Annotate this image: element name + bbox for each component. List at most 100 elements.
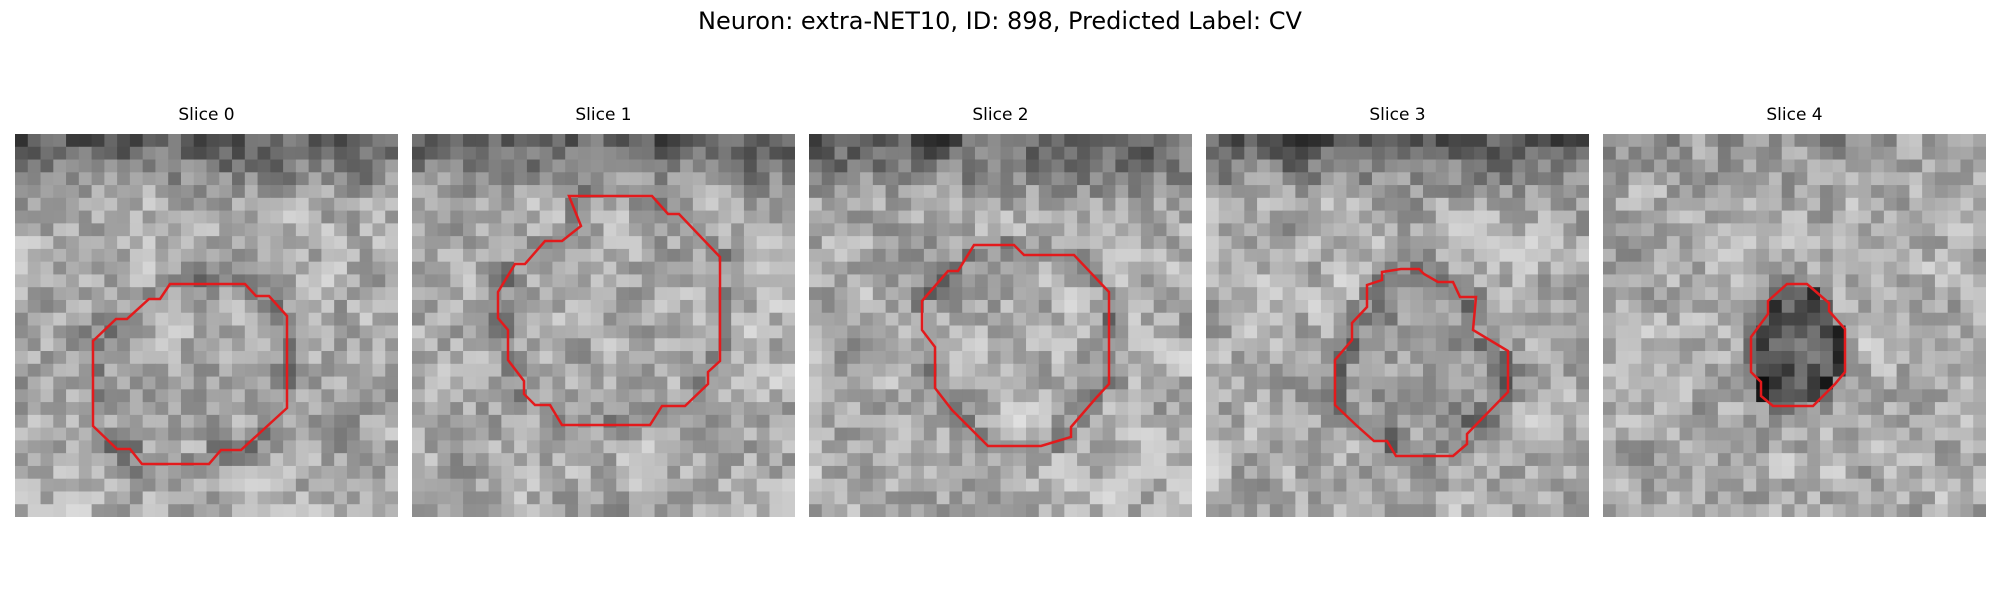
pixel: [1794, 248, 1808, 263]
pixel: [1883, 312, 1898, 327]
pixel: [155, 478, 169, 493]
pixel: [193, 338, 208, 352]
pixel: [1730, 478, 1745, 493]
pixel: [1743, 287, 1757, 301]
pixel: [359, 491, 374, 505]
pixel: [1512, 159, 1526, 173]
pixel: [1756, 414, 1770, 429]
pixel: [1333, 453, 1348, 467]
pixel: [53, 491, 67, 505]
pixel: [1013, 325, 1027, 339]
pixel: [1576, 172, 1589, 186]
pixel: [1397, 274, 1411, 288]
pixel: [1960, 465, 1974, 480]
pixel: [834, 210, 848, 224]
pixel: [27, 248, 42, 263]
pixel: [257, 478, 271, 493]
pixel: [1807, 172, 1821, 186]
pixel: [257, 287, 271, 301]
pixel: [1064, 312, 1078, 327]
pixel: [667, 287, 681, 301]
pixel: [1461, 261, 1475, 276]
pixel: [629, 504, 643, 517]
pixel: [885, 261, 899, 276]
pixel: [616, 172, 630, 186]
pixel: [1563, 312, 1577, 327]
pixel: [117, 172, 131, 186]
pixel: [911, 453, 925, 467]
pixel: [1679, 363, 1693, 378]
pixel: [1512, 351, 1526, 365]
pixel: [1295, 274, 1309, 288]
pixel: [270, 504, 284, 517]
pixel: [821, 351, 836, 365]
pixel: [949, 491, 963, 505]
pixel: [692, 453, 707, 467]
pixel: [1615, 338, 1630, 352]
pixel: [1896, 172, 1910, 186]
pixel: [680, 197, 694, 212]
pixel: [1218, 338, 1233, 352]
pixel: [1448, 197, 1462, 212]
pixel: [1206, 172, 1220, 186]
pixel: [1743, 172, 1757, 186]
pixel: [1346, 287, 1360, 301]
pixel: [1013, 478, 1027, 493]
pixel: [385, 363, 398, 378]
pixel: [1384, 351, 1399, 365]
pixel: [860, 185, 874, 199]
pixel: [244, 351, 259, 365]
pixel: [283, 261, 297, 276]
pixel: [117, 363, 131, 378]
pixel: [1461, 465, 1475, 480]
contour-outline: [920, 243, 1111, 448]
pixel: [1525, 376, 1539, 390]
pixel: [1115, 299, 1129, 314]
pixel: [1832, 440, 1847, 454]
pixel: [654, 389, 668, 403]
pixel: [1333, 465, 1348, 480]
pixel: [1654, 146, 1668, 161]
pixel: [1038, 478, 1053, 493]
pixel: [1525, 185, 1539, 199]
pixel: [193, 185, 208, 199]
pixel: [1038, 312, 1053, 327]
pixel: [1026, 223, 1040, 237]
pixel: [1550, 261, 1565, 276]
pixel: [1947, 197, 1962, 212]
pixel: [1102, 261, 1116, 276]
pixel: [1550, 338, 1565, 352]
pixel: [1743, 465, 1757, 480]
pixel: [1333, 491, 1348, 505]
pixel: [1628, 389, 1642, 403]
pixel: [1295, 210, 1309, 224]
pixel: [463, 172, 477, 186]
pixel: [359, 504, 374, 517]
pixel: [1871, 312, 1885, 327]
pixel: [949, 504, 963, 517]
pixel: [654, 210, 668, 224]
pixel: [1807, 134, 1821, 148]
pixel: [412, 376, 426, 390]
pixel: [1333, 440, 1348, 454]
pixel: [782, 134, 795, 148]
pixel: [1206, 325, 1220, 339]
pixel: [898, 274, 912, 288]
pixel: [1140, 134, 1155, 148]
pixel: [1730, 453, 1745, 467]
pixel: [1308, 185, 1322, 199]
pixel: [385, 185, 398, 199]
pixel: [1089, 363, 1104, 378]
pixel: [450, 185, 464, 199]
pixel: [321, 210, 335, 224]
pixel: [1717, 172, 1732, 186]
pixel: [654, 312, 668, 327]
pixel: [526, 159, 541, 173]
pixel: [1295, 185, 1309, 199]
pixel: [1026, 197, 1040, 212]
pixel: [1474, 478, 1488, 493]
pixel: [1115, 504, 1129, 517]
pixel: [501, 210, 515, 224]
pixel: [769, 465, 783, 480]
pixel: [1666, 299, 1681, 314]
